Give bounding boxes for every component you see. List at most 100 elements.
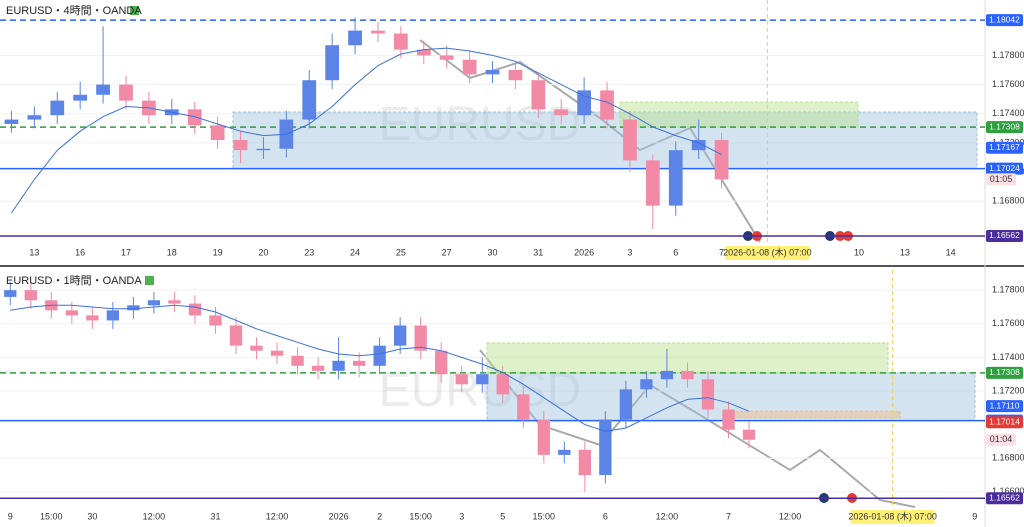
- chart-title: EURUSD・4時間・OANDA: [6, 4, 142, 17]
- moving-average: [10, 304, 750, 432]
- x-tick-label: 12:00: [779, 511, 802, 521]
- candle-body: [599, 419, 612, 476]
- x-tick-label: 2026: [329, 511, 349, 521]
- x-tick-label: 6: [673, 247, 678, 257]
- candle-body: [168, 300, 181, 304]
- y-tick-label: 1.16600: [992, 486, 1024, 496]
- x-tick-label: 14: [946, 247, 956, 257]
- candle-body: [623, 119, 637, 161]
- x-tick-label: 27: [442, 247, 452, 257]
- candle-body: [681, 370, 694, 380]
- x-tick-label: 10: [854, 247, 864, 257]
- price-tag-label: 1.17167: [989, 142, 1020, 152]
- y-tick-label: 1.16800: [992, 453, 1024, 463]
- candle-body: [414, 325, 427, 351]
- candle-body: [50, 100, 65, 116]
- projection-drawing: [479, 349, 916, 508]
- candle-body: [73, 94, 88, 101]
- x-tick-label: 15:00: [533, 511, 556, 521]
- candle-body: [496, 374, 509, 395]
- candle-body: [508, 70, 523, 81]
- x-tick-label: 2026-01-08 (木) 07:00: [723, 246, 812, 257]
- x-tick-label: 20: [258, 247, 268, 257]
- zone: [619, 101, 859, 128]
- x-tick-label: 12:00: [656, 511, 679, 521]
- x-tick-label: 5: [500, 511, 505, 521]
- x-tick-label: 13: [900, 247, 910, 257]
- candle-body: [209, 315, 222, 326]
- candle-body: [256, 148, 271, 151]
- candle-body: [311, 365, 325, 371]
- y-tick-label: 1.17800: [992, 285, 1024, 295]
- x-tick-label: 3: [459, 511, 464, 521]
- y-tick-label: 1.17600: [992, 318, 1024, 328]
- price-tag-label: 1.16562: [989, 230, 1020, 240]
- price-tag-label: 1.17308: [989, 121, 1020, 131]
- price-tag: [986, 366, 1023, 379]
- candle-body: [229, 325, 243, 346]
- candle-body: [714, 140, 729, 180]
- candle-body: [4, 290, 17, 297]
- x-tick-label: 18: [167, 247, 177, 257]
- x-tick-label: 2026: [574, 247, 594, 257]
- candle-body: [371, 30, 385, 34]
- x-tick-label: 30: [87, 511, 97, 521]
- candle-body: [722, 409, 735, 430]
- price-tag: [986, 492, 1023, 505]
- candle-body: [332, 360, 345, 371]
- candle-body: [439, 55, 454, 60]
- candle-body: [554, 109, 569, 116]
- candle-body: [558, 449, 571, 455]
- candle-body: [27, 115, 42, 120]
- countdown-label: 01:05: [990, 174, 1013, 184]
- moving-average: [11, 47, 722, 214]
- candle-body: [352, 360, 366, 366]
- crosshair-label-bg: [725, 246, 810, 260]
- title-flag: [145, 276, 154, 285]
- x-tick-label: 30: [487, 247, 497, 257]
- candle-body: [691, 140, 706, 151]
- y-tick-label: 1.17200: [992, 385, 1024, 395]
- candle-body: [531, 80, 546, 110]
- price-tag: [986, 121, 1023, 134]
- x-tick-label: 31: [533, 247, 543, 257]
- countdown-tag: [986, 433, 1016, 446]
- y-tick-label: 1.17400: [992, 108, 1024, 118]
- candle-body: [4, 119, 19, 124]
- x-tick-label: 16: [75, 247, 85, 257]
- x-tick-label: 9: [972, 511, 977, 521]
- x-tick-label: 3: [627, 247, 632, 257]
- candle-body: [660, 370, 674, 380]
- candle-body: [127, 305, 140, 311]
- price-tag: [986, 400, 1023, 413]
- candle-body: [394, 325, 407, 346]
- candle-body: [119, 84, 133, 101]
- x-tick-label: 31: [210, 511, 220, 521]
- x-tick-label: 6: [603, 511, 608, 521]
- candle-body: [537, 419, 550, 455]
- x-tick-label: 12:00: [143, 511, 166, 521]
- candle-body: [435, 350, 448, 375]
- candle-body: [233, 140, 248, 151]
- candle-body: [645, 160, 660, 206]
- x-tick-label: 15:00: [409, 511, 432, 521]
- candle-body: [742, 429, 756, 440]
- x-tick-label: 9: [8, 511, 13, 521]
- candle-body: [188, 303, 202, 316]
- candle-body: [462, 59, 477, 75]
- y-tick-label: 1.17600: [992, 79, 1024, 89]
- candle-body: [600, 90, 614, 120]
- candle-body: [65, 310, 78, 316]
- x-tick-label: 2: [377, 511, 382, 521]
- price-tag: [986, 141, 1023, 154]
- candle-body: [270, 350, 284, 356]
- candle-body: [348, 30, 362, 46]
- price-tag: [986, 229, 1023, 242]
- x-tick-label: 7: [726, 511, 731, 521]
- price-tag-label: 1.16562: [989, 493, 1020, 503]
- candle-body: [517, 394, 530, 420]
- candle-body: [455, 374, 468, 385]
